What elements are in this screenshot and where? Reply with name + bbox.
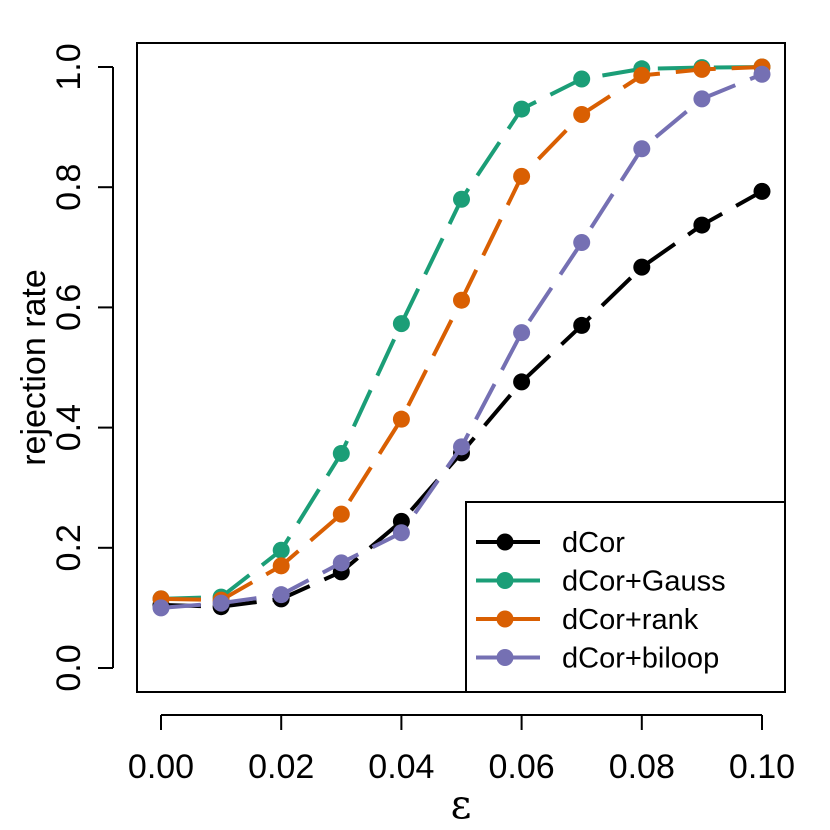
- legend-marker: [496, 533, 514, 551]
- legend-item-dcor-rank: dCor+rank: [476, 604, 699, 636]
- series-layer: [152, 58, 771, 617]
- data-point-dcor-rank: [392, 410, 410, 428]
- x-tick-label: 0.00: [128, 748, 194, 786]
- series-dcor-biloop: [152, 65, 771, 617]
- data-point-dcor-biloop: [453, 438, 470, 456]
- x-tick-label: 0.10: [729, 748, 795, 786]
- data-point-dcor-gauss: [272, 541, 290, 559]
- data-point-dcor-biloop: [513, 324, 531, 342]
- x-tick-label: 0.08: [609, 748, 675, 786]
- data-point-dcor-biloop: [272, 586, 290, 604]
- data-point-dcor: [633, 258, 651, 276]
- data-point-dcor-rank: [633, 66, 651, 84]
- data-point-dcor-gauss: [573, 70, 591, 88]
- data-point-dcor-rank: [513, 167, 531, 185]
- legend-marker: [496, 572, 514, 589]
- x-axis-title: ε: [451, 782, 472, 828]
- data-point-dcor-biloop: [392, 524, 410, 542]
- data-point-dcor-rank: [453, 291, 470, 309]
- data-point-dcor-biloop: [633, 140, 651, 158]
- x-axis: 0.00 0.02 0.04 0.06 0.08 0.10: [128, 714, 795, 786]
- legend-label: dCor+rank: [562, 604, 699, 636]
- data-point-dcor-rank: [332, 505, 350, 523]
- data-point-dcor-biloop: [573, 233, 591, 251]
- plot-frame: [136, 42, 786, 693]
- legend-label: dCor+Gauss: [562, 566, 726, 598]
- y-axis: 0.0 0.2 0.4 0.6 0.8 1.0: [50, 43, 114, 692]
- data-point-dcor-rank: [272, 557, 290, 575]
- data-point-dcor: [513, 373, 531, 391]
- data-point-dcor: [693, 216, 711, 234]
- data-point-dcor-biloop: [212, 594, 230, 612]
- y-tick-label: 1.0: [50, 43, 88, 90]
- y-tick-label: 0.4: [50, 404, 88, 451]
- data-point-dcor-biloop: [693, 90, 711, 108]
- x-tick-label: 0.02: [248, 748, 314, 786]
- data-point-dcor-gauss: [513, 100, 531, 118]
- data-point-dcor-biloop: [753, 65, 771, 83]
- legend-item-dcor-biloop: dCor+biloop: [476, 643, 719, 675]
- x-tick-label: 0.04: [368, 748, 434, 786]
- legend: dCor dCor+Gauss dCor+rank dCor+biloop: [465, 501, 786, 693]
- y-tick-label: 0.6: [50, 284, 88, 331]
- data-point-dcor-gauss: [453, 190, 470, 208]
- y-tick-label: 0.8: [50, 164, 88, 211]
- data-point-dcor-gauss: [392, 315, 410, 333]
- legend-item-dcor: dCor: [476, 527, 625, 559]
- data-point-dcor-biloop: [152, 599, 170, 617]
- x-tick-label: 0.06: [489, 748, 555, 786]
- data-point-dcor-gauss: [332, 444, 350, 462]
- data-point-dcor: [753, 182, 771, 200]
- y-tick-label: 0.0: [50, 644, 88, 691]
- y-tick-label: 0.2: [50, 524, 88, 571]
- data-point-dcor-rank: [693, 60, 711, 78]
- data-point-dcor-rank: [573, 105, 591, 123]
- y-axis-title: rejection rate: [15, 269, 53, 466]
- data-point-dcor: [573, 316, 591, 334]
- legend-box: [465, 501, 786, 693]
- legend-marker: [496, 610, 514, 628]
- legend-label: dCor+biloop: [562, 643, 719, 675]
- legend-item-dcor-gauss: dCor+Gauss: [476, 566, 726, 598]
- data-point-dcor-biloop: [332, 554, 350, 572]
- legend-label: dCor: [562, 527, 625, 559]
- legend-marker: [496, 649, 514, 666]
